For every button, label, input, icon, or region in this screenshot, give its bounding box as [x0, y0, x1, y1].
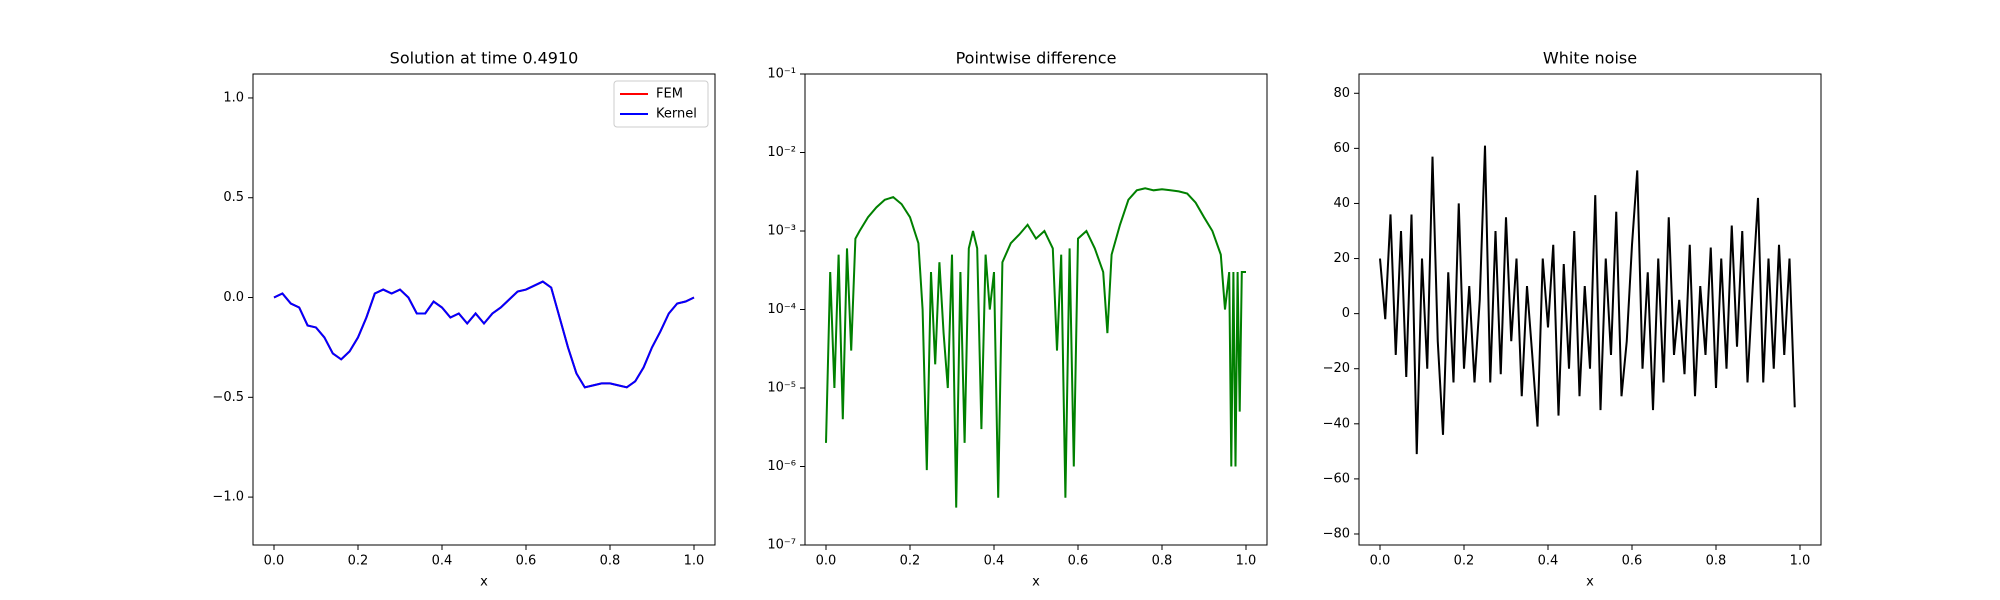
x-tick-label: 0.6 — [1622, 554, 1643, 569]
x-tick-label: 0.2 — [900, 554, 921, 569]
axes-frame — [252, 73, 716, 546]
legend-box — [613, 80, 709, 128]
data-line — [273, 280, 695, 389]
y-tick-label: 10⁻¹ — [767, 67, 796, 82]
y-tick-label: −60 — [1323, 471, 1350, 486]
axes-frame — [1358, 73, 1822, 546]
x-tick-label: 0.8 — [600, 554, 621, 569]
x-tick-label: 0.4 — [1538, 554, 1559, 569]
x-tick-label: 0.8 — [1706, 554, 1727, 569]
y-tick-label: 40 — [1333, 196, 1350, 211]
x-tick-label: 0.0 — [816, 554, 837, 569]
y-tick-label: 0.5 — [223, 190, 244, 205]
y-tick-label: 10⁻⁶ — [767, 459, 796, 474]
x-tick-label: 0.6 — [1068, 554, 1089, 569]
y-tick-label: 10⁻⁴ — [767, 302, 796, 317]
y-tick-label: 10⁻⁷ — [767, 538, 796, 553]
x-tick-label: 0.2 — [1454, 554, 1475, 569]
y-tick-label: 10⁻³ — [767, 224, 796, 239]
legend-label: Kernel — [656, 107, 697, 122]
y-tick-label: 80 — [1333, 86, 1350, 101]
x-tick-label: 1.0 — [1790, 554, 1811, 569]
x-tick-label: 0.4 — [432, 554, 453, 569]
chart-title: White noise — [1543, 49, 1637, 68]
x-tick-label: 0.0 — [1370, 554, 1391, 569]
y-tick-label: 10⁻² — [767, 145, 796, 160]
y-tick-label: −80 — [1323, 526, 1350, 541]
x-tick-label: 1.0 — [684, 554, 705, 569]
x-tick-label: 0.2 — [348, 554, 369, 569]
x-tick-label: 0.8 — [1152, 554, 1173, 569]
y-tick-label: 20 — [1333, 251, 1350, 266]
y-tick-label: −20 — [1323, 361, 1350, 376]
data-line — [273, 280, 695, 389]
chart-title: Solution at time 0.4910 — [390, 49, 579, 68]
x-tick-label: 0.4 — [984, 554, 1005, 569]
y-tick-label: 0 — [1342, 306, 1350, 321]
legend-label: FEM — [656, 87, 683, 102]
x-axis-label: x — [480, 575, 488, 590]
y-tick-label: 0.0 — [223, 290, 244, 305]
chart-title: Pointwise difference — [956, 49, 1117, 68]
y-tick-label: 10⁻⁵ — [767, 381, 796, 396]
y-tick-label: −0.5 — [212, 390, 244, 405]
x-axis-label: x — [1032, 575, 1040, 590]
axes-frame — [804, 73, 1268, 546]
y-tick-label: 60 — [1333, 141, 1350, 156]
y-tick-label: −1.0 — [212, 490, 244, 505]
x-axis-label: x — [1586, 575, 1594, 590]
x-tick-label: 0.6 — [516, 554, 537, 569]
x-tick-label: 1.0 — [1236, 554, 1257, 569]
data-line — [1379, 145, 1796, 455]
y-tick-label: 1.0 — [223, 90, 244, 105]
data-line — [825, 187, 1246, 508]
y-tick-label: −40 — [1323, 416, 1350, 431]
x-tick-label: 0.0 — [264, 554, 285, 569]
